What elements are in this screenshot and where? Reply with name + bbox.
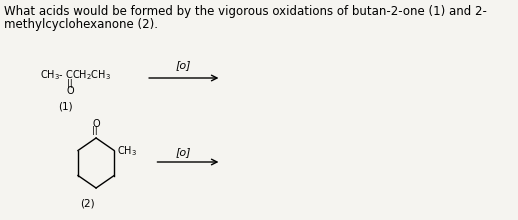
- Text: $\mathregular{CH_2CH_3}$: $\mathregular{CH_2CH_3}$: [72, 68, 111, 82]
- Text: [o]: [o]: [176, 60, 192, 70]
- Text: $\mathregular{CH_3}$: $\mathregular{CH_3}$: [118, 145, 137, 158]
- Text: C: C: [65, 70, 72, 80]
- Text: O: O: [67, 86, 75, 96]
- Text: $\mathregular{CH_3}$: $\mathregular{CH_3}$: [40, 68, 60, 82]
- Text: (1): (1): [59, 101, 73, 111]
- Text: (2): (2): [80, 198, 95, 208]
- Text: O: O: [92, 119, 100, 129]
- Text: What acids would be formed by the vigorous oxidations of butan-2-one (1) and 2-: What acids would be formed by the vigoro…: [4, 5, 487, 18]
- Text: methylcyclohexanone (2).: methylcyclohexanone (2).: [4, 18, 158, 31]
- Text: ||: ||: [67, 79, 73, 88]
- Text: -: -: [59, 70, 62, 80]
- Text: ||: ||: [92, 125, 98, 134]
- Text: [o]: [o]: [176, 147, 192, 157]
